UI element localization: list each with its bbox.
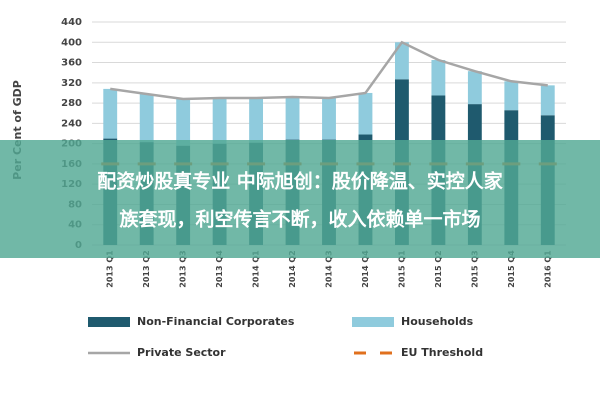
bar-segment: [394, 42, 409, 80]
legend-swatch: [352, 317, 394, 327]
bar-segment: [504, 81, 519, 111]
bar-segment: [431, 60, 446, 96]
y-tick-label: 240: [61, 118, 82, 129]
x-tick-label: 2015 Q3: [470, 250, 479, 287]
bar-segment: [249, 98, 264, 143]
x-tick-label: 2013 Q4: [215, 250, 224, 288]
x-tick-label: 2015 Q4: [507, 250, 516, 288]
legend-label: Households: [401, 315, 474, 328]
y-tick-label: 320: [61, 78, 82, 89]
x-tick-label: 2016 Q1: [543, 250, 552, 288]
bar-segment: [285, 97, 300, 140]
x-tick-label: 2014 Q4: [361, 250, 370, 288]
bar-segment: [540, 85, 555, 116]
y-tick-label: 400: [61, 37, 82, 48]
x-tick-label: 2014 Q2: [288, 250, 297, 287]
bar-segment: [176, 99, 191, 146]
bar-segment: [322, 98, 336, 140]
bar-segment: [139, 93, 154, 143]
x-tick-label: 2013 Q3: [179, 250, 188, 287]
legend-label: Private Sector: [137, 346, 226, 359]
x-tick-label: 2015 Q1: [397, 250, 406, 288]
legend-swatch: [88, 317, 130, 327]
banner: [0, 140, 600, 258]
x-tick-label: 2013 Q1: [106, 250, 115, 288]
line: [110, 40, 548, 101]
x-tick-label: 2013 Q2: [142, 250, 151, 287]
y-tick-label: 280: [61, 98, 82, 109]
legend-label: EU Threshold: [401, 346, 483, 359]
x-tick-label: 2014 Q3: [325, 250, 334, 287]
bar-segment: [212, 98, 227, 144]
y-tick-label: 360: [61, 58, 82, 69]
banner-line: 族套现，利空传言不断，收入依赖单一市场: [119, 208, 480, 231]
bar-segment: [467, 71, 482, 105]
y-tick-label: 440: [61, 17, 82, 28]
legend-label: Non-Financial Corporates: [137, 315, 295, 328]
x-tick-label: 2015 Q2: [434, 250, 443, 287]
bar-segment: [103, 88, 118, 139]
x-tick-label: 2014 Q1: [252, 250, 261, 288]
banner-line: 配资炒股真专业 中际旭创：股价降温、实控人家: [97, 170, 504, 193]
bar-segment: [358, 92, 373, 135]
